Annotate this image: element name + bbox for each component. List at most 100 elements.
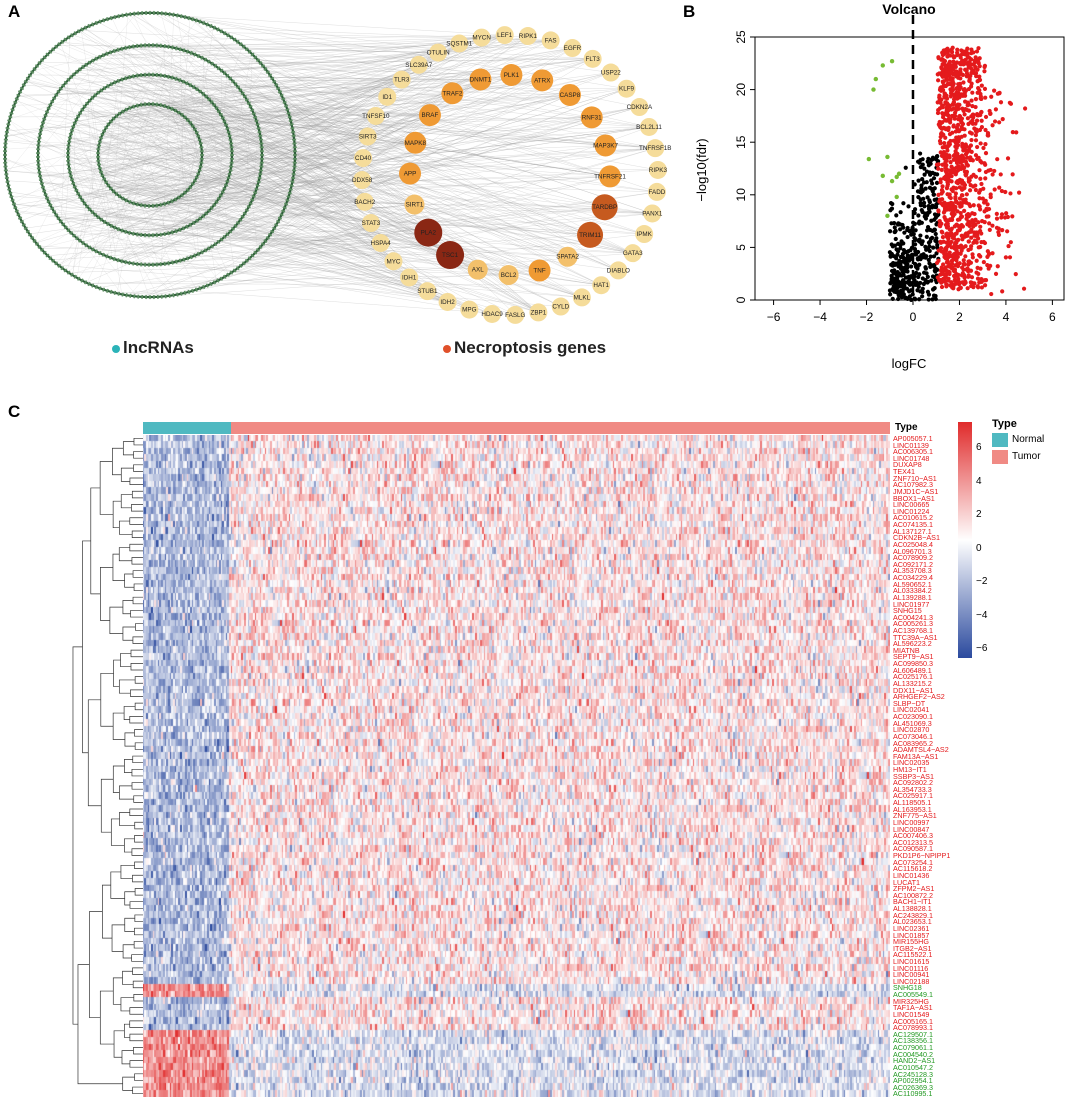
volcano-point-up — [995, 217, 999, 221]
lncrna-node — [4, 169, 8, 171]
lncrna-node — [164, 262, 166, 266]
volcano-point-up — [961, 80, 965, 84]
volcano-point-ns — [933, 269, 937, 273]
volcano-point-up — [946, 237, 950, 241]
volcano-point-up — [982, 161, 986, 165]
volcano-point-ns — [935, 172, 939, 176]
dendrogram-branch — [130, 902, 143, 909]
lncrna-node — [5, 181, 9, 183]
volcano-point-up — [953, 195, 957, 199]
volcano-point-up — [972, 203, 976, 207]
dendrogram-branch — [119, 521, 132, 534]
dendrogram-branch — [131, 663, 143, 670]
volcano-point-up — [965, 74, 969, 78]
lncrna-node — [144, 43, 146, 47]
x-tick-label: −4 — [813, 310, 827, 324]
volcano-point-ns — [932, 176, 936, 180]
volcano-point-up — [952, 236, 956, 240]
gene-node-label: TNFRSF21 — [594, 173, 626, 180]
volcano-point-ns — [930, 205, 934, 209]
volcano-point-up — [985, 255, 989, 259]
volcano-point-ns — [913, 296, 917, 300]
volcano-point-up — [961, 122, 965, 126]
volcano-point-ns — [919, 253, 923, 257]
y-tick-label: 25 — [734, 30, 748, 44]
volcano-point-up — [992, 89, 996, 93]
lncrna-node — [148, 102, 150, 106]
dendrogram-branch — [100, 461, 113, 514]
volcano-point-up — [962, 258, 966, 262]
dendrogram-branch — [113, 766, 124, 792]
volcano-point-up — [970, 91, 974, 95]
volcano-point-up — [950, 217, 954, 221]
volcano-point-up — [978, 254, 982, 258]
volcano-point-ns — [934, 205, 938, 209]
volcano-point-up — [972, 126, 976, 130]
dendrogram-branch — [110, 607, 123, 633]
volcano-point-up — [961, 73, 965, 77]
volcano-point-ns — [891, 261, 895, 265]
lncrna-node — [156, 263, 158, 267]
volcano-point-up — [944, 127, 948, 131]
dendrogram-branch — [122, 1051, 134, 1064]
dendrogram-branch — [133, 465, 143, 472]
volcano-point-down — [881, 63, 885, 67]
dendrogram-branch — [135, 822, 143, 829]
volcano-point-up — [984, 199, 988, 203]
lncrna-node — [140, 233, 142, 237]
lncrna-node — [148, 263, 150, 267]
lncrna-node — [152, 43, 154, 47]
dendrogram-branch — [130, 478, 143, 485]
volcano-point-up — [948, 142, 952, 146]
lncrna-node — [5, 127, 9, 129]
volcano-point-up — [956, 123, 960, 127]
lncrna-node — [169, 294, 171, 298]
volcano-point-down — [871, 87, 875, 91]
gene-node-label: MPG — [462, 307, 476, 314]
volcano-point-up — [957, 217, 961, 221]
gene-node-label: EGFR — [564, 45, 582, 52]
volcano-point-up — [989, 292, 993, 296]
volcano-point-ns — [927, 241, 931, 245]
volcano-point-up — [954, 129, 958, 133]
gene-node-label: BRAF — [422, 112, 439, 119]
volcano-point-up — [997, 120, 1001, 124]
volcano-point-down — [890, 59, 894, 63]
y-tick-label: 15 — [734, 135, 748, 149]
dendrogram-branch — [125, 918, 135, 931]
network-edges — [5, 13, 658, 315]
volcano-point-up — [966, 262, 970, 266]
lncrna-node — [161, 295, 163, 299]
volcano-point-up — [956, 179, 960, 183]
volcano-point-up — [978, 128, 982, 132]
volcano-point-ns — [911, 276, 915, 280]
volcano-point-up — [940, 168, 944, 172]
volcano-point-up — [1008, 255, 1012, 259]
lncrna-node — [148, 233, 150, 237]
volcano-point-up — [1006, 215, 1010, 219]
volcano-point-down — [867, 157, 871, 161]
volcano-point-up — [969, 183, 973, 187]
volcano-point-ns — [927, 261, 931, 265]
dendrogram-branch — [125, 574, 134, 587]
dendrogram-branch — [82, 541, 90, 753]
volcano-point-up — [949, 160, 953, 164]
normal-swatch — [992, 433, 1008, 447]
volcano-point-up — [983, 220, 987, 224]
volcano-point-up — [984, 115, 988, 119]
volcano-point-up — [969, 280, 973, 284]
lncrna-node — [122, 13, 124, 17]
x-tick-label: −6 — [767, 310, 781, 324]
volcano-point-up — [978, 225, 982, 229]
volcano-point-up — [977, 196, 981, 200]
gene-node-label: PLA2 — [421, 230, 437, 237]
volcano-point-up — [983, 176, 987, 180]
volcano-point-up — [970, 69, 974, 73]
volcano-point-up — [952, 123, 956, 127]
network-edge — [88, 247, 492, 314]
volcano-point-ns — [933, 239, 937, 243]
volcano-point-up — [1006, 156, 1010, 160]
volcano-point-up — [975, 113, 979, 117]
dendrogram-branch — [124, 839, 134, 852]
volcano-point-ns — [934, 157, 938, 161]
